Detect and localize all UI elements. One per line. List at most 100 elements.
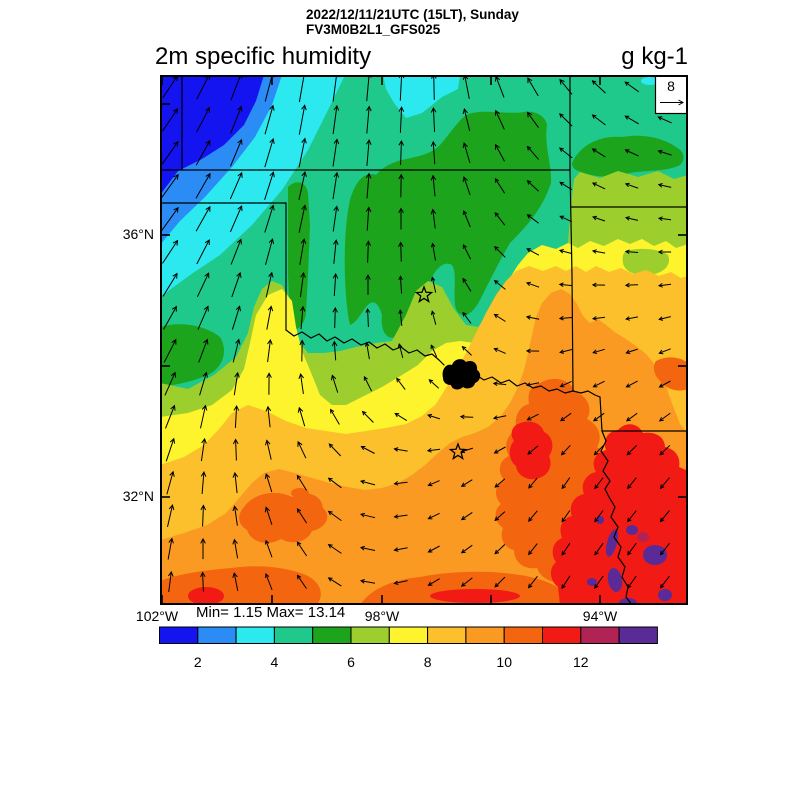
wind-arrow [199, 371, 208, 396]
wind-arrow [460, 380, 473, 387]
wind-arrow [460, 511, 473, 521]
wind-arrow [332, 272, 339, 297]
wind-arrow [265, 405, 272, 428]
contour-fill-yellowgreen-east-patch [622, 248, 670, 276]
contour-fill-purple-speck-6 [587, 578, 597, 586]
vector-reference-box: 8 [654, 75, 688, 115]
wind-arrow [430, 344, 438, 358]
wind-arrow [460, 577, 473, 587]
wind-arrow [462, 243, 472, 260]
wind-arrow [296, 574, 307, 589]
wind-arrow [195, 139, 211, 166]
wind-arrow [197, 305, 209, 330]
wind-arrow [493, 446, 506, 454]
wind-arrow [327, 510, 342, 522]
contour-fill-red-sw-spot [188, 587, 224, 605]
wind-arrow [430, 310, 437, 325]
wind-arrow [231, 305, 241, 330]
contour-fill-darkorange-sw-cluster [239, 492, 328, 543]
wind-arrow [526, 145, 539, 160]
wind-arrow [494, 211, 506, 226]
wind-arrow [332, 239, 339, 264]
wind-arrow [558, 147, 573, 159]
wind-arrow [397, 342, 404, 359]
wind-arrow [624, 81, 640, 93]
wind-arrow [591, 114, 606, 126]
wind-arrow [196, 239, 210, 265]
contour-fill-purple-speck-3 [626, 525, 638, 535]
wind-arrow [359, 512, 376, 519]
wind-arrow [558, 315, 573, 321]
wind-arrow [299, 271, 306, 298]
colorbar-cells [159, 626, 658, 644]
wind-arrow [591, 282, 606, 288]
contour-fill-green-panhandle-tongue [288, 182, 310, 331]
wind-arrow [627, 575, 637, 589]
colorbar-cell [503, 626, 544, 644]
wind-arrow [299, 238, 307, 265]
colorbar-cell [542, 626, 582, 644]
wind-arrow [659, 542, 670, 556]
minmax-stats: Min= 1.15 Max= 13.14 [196, 604, 346, 621]
colorbar: 2 4 6 8 10 12 [159, 626, 658, 670]
wind-arrow [430, 140, 437, 165]
wind-arrow [591, 182, 606, 190]
wind-arrow [559, 349, 573, 354]
border-texas-louisiana-river [600, 430, 633, 605]
colorbar-tick-label: 8 [424, 654, 432, 670]
wind-arrow [393, 514, 408, 519]
wind-arrow [561, 477, 571, 490]
wind-arrow [460, 544, 473, 554]
wind-arrow [591, 148, 606, 158]
wind-arrow [232, 538, 239, 559]
wind-arrow [296, 474, 308, 491]
wind-arrow [493, 313, 506, 322]
wind-arrow [229, 205, 243, 233]
wind-arrow [430, 106, 437, 133]
wind-arrow [427, 545, 440, 553]
wind-arrow [298, 170, 307, 201]
wind-arrow [526, 179, 539, 192]
wind-arrow [264, 137, 275, 168]
wind-arrow [365, 206, 372, 231]
wind-arrow [167, 570, 174, 593]
wind-arrow [494, 511, 506, 522]
title-block: 2022/12/11/21UTC (15LT), Sunday FV3M0B2L… [306, 7, 519, 37]
wind-arrow [163, 305, 177, 330]
wind-arrow [558, 249, 573, 255]
wind-arrow [398, 241, 404, 262]
wind-arrow [527, 77, 539, 97]
wind-arrow [398, 275, 403, 294]
units-label: g kg-1 [621, 43, 688, 70]
wind-arrow [161, 173, 179, 198]
wind-arrow [462, 277, 472, 292]
wind-arrow [393, 480, 408, 486]
wind-arrow [657, 149, 672, 156]
wind-arrow [296, 541, 308, 557]
wind-arrow [327, 543, 342, 554]
wind-arrow [592, 348, 605, 354]
wind-arrow [526, 111, 539, 128]
wind-arrow [232, 338, 241, 363]
colorbar-cell [465, 626, 505, 644]
wind-arrow [264, 171, 275, 200]
wind-arrow [591, 215, 606, 222]
datetime-title: 2022/12/11/21UTC (15LT), Sunday [306, 7, 519, 22]
wind-arrow [165, 404, 176, 429]
contour-fill-green-ne-strip [572, 135, 684, 177]
wind-arrow [625, 412, 638, 422]
wind-arrow [365, 139, 372, 166]
colorbar-cell [350, 626, 390, 644]
wind-arrow [494, 576, 506, 588]
contour-fill-cyan-top-patch [383, 75, 460, 118]
wind-arrow [526, 248, 540, 256]
wind-arrow [196, 272, 210, 298]
wind-arrow [398, 309, 403, 326]
wind-arrow [195, 205, 211, 232]
wind-arrow [624, 216, 639, 221]
wind-arrow [658, 348, 671, 355]
wind-arrow [297, 440, 307, 459]
colorbar-cell [197, 626, 237, 644]
wind-arrow [625, 316, 638, 321]
wind-arrow [659, 477, 670, 490]
